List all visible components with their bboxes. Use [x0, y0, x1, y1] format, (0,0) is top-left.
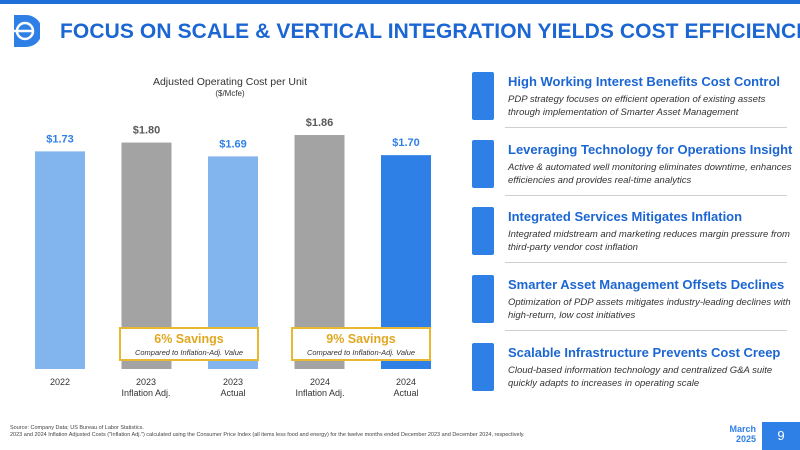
date-label: March 2025 [729, 424, 756, 444]
benefit-title: Smarter Asset Management Offsets Decline… [508, 277, 785, 292]
data-label: $1.73 [46, 133, 74, 145]
benefit-description: Optimization of PDP assets mitigates ind… [508, 297, 791, 321]
savings-callout-title: 6% Savings [154, 332, 224, 346]
benefit-marker [472, 343, 494, 391]
benefit-marker [472, 140, 494, 188]
benefit-title: High Working Interest Benefits Cost Cont… [508, 74, 781, 89]
data-label: $1.70 [392, 137, 420, 149]
data-label: $1.69 [219, 138, 247, 150]
top-accent-bar [0, 0, 800, 4]
benefit-description: PDP strategy focuses on efficient operat… [508, 94, 766, 118]
savings-callout-2024: 9% Savings Compared to Inflation-Adj. Va… [291, 327, 431, 361]
savings-callout-2023: 6% Savings Compared to Inflation-Adj. Va… [119, 327, 259, 361]
benefit-marker [472, 72, 494, 120]
data-label: $1.86 [306, 117, 334, 129]
benefit-marker [472, 207, 494, 255]
savings-callout-subtitle: Compared to Inflation-Adj. Value [306, 348, 416, 357]
benefit-description: Integrated midstream and marketing reduc… [508, 229, 790, 253]
x-tick-label: 2024 Inflation Adj. [295, 377, 345, 398]
bar-2022 [35, 151, 85, 369]
divider [505, 330, 787, 331]
benefit-description: Active & automated well monitoring elimi… [508, 162, 792, 186]
x-tick-label: 2023 Inflation Adj. [121, 377, 171, 398]
divider [505, 195, 787, 196]
dt-logo-icon [14, 15, 40, 47]
benefit-title: Scalable Infrastructure Prevents Cost Cr… [508, 345, 781, 360]
x-tick-label: 2022 [49, 377, 71, 387]
source-note: Source: Company Data; US Bureau of Labor… [10, 425, 525, 438]
savings-callout-subtitle: Compared to Inflation-Adj. Value [134, 348, 244, 357]
divider [505, 127, 787, 128]
chart-title: Adjusted Operating Cost per Unit [152, 76, 308, 88]
benefit-title: Leveraging Technology for Operations Ins… [508, 142, 793, 157]
savings-callout-title: 9% Savings [326, 332, 396, 346]
data-label: $1.80 [133, 125, 161, 137]
x-tick-label: 2024 Actual [393, 377, 419, 398]
benefit-marker [472, 275, 494, 323]
page-title: FOCUS ON SCALE & VERTICAL INTEGRATION YI… [60, 20, 800, 43]
benefit-title: Integrated Services Mitigates Inflation [508, 209, 743, 224]
divider [505, 262, 787, 263]
page-number: 9 [762, 422, 800, 450]
chart-subtitle: ($/Mcfe) [215, 89, 245, 98]
benefit-description: Cloud-based information technology and c… [508, 365, 773, 389]
x-tick-label: 2023 Actual [220, 377, 246, 398]
